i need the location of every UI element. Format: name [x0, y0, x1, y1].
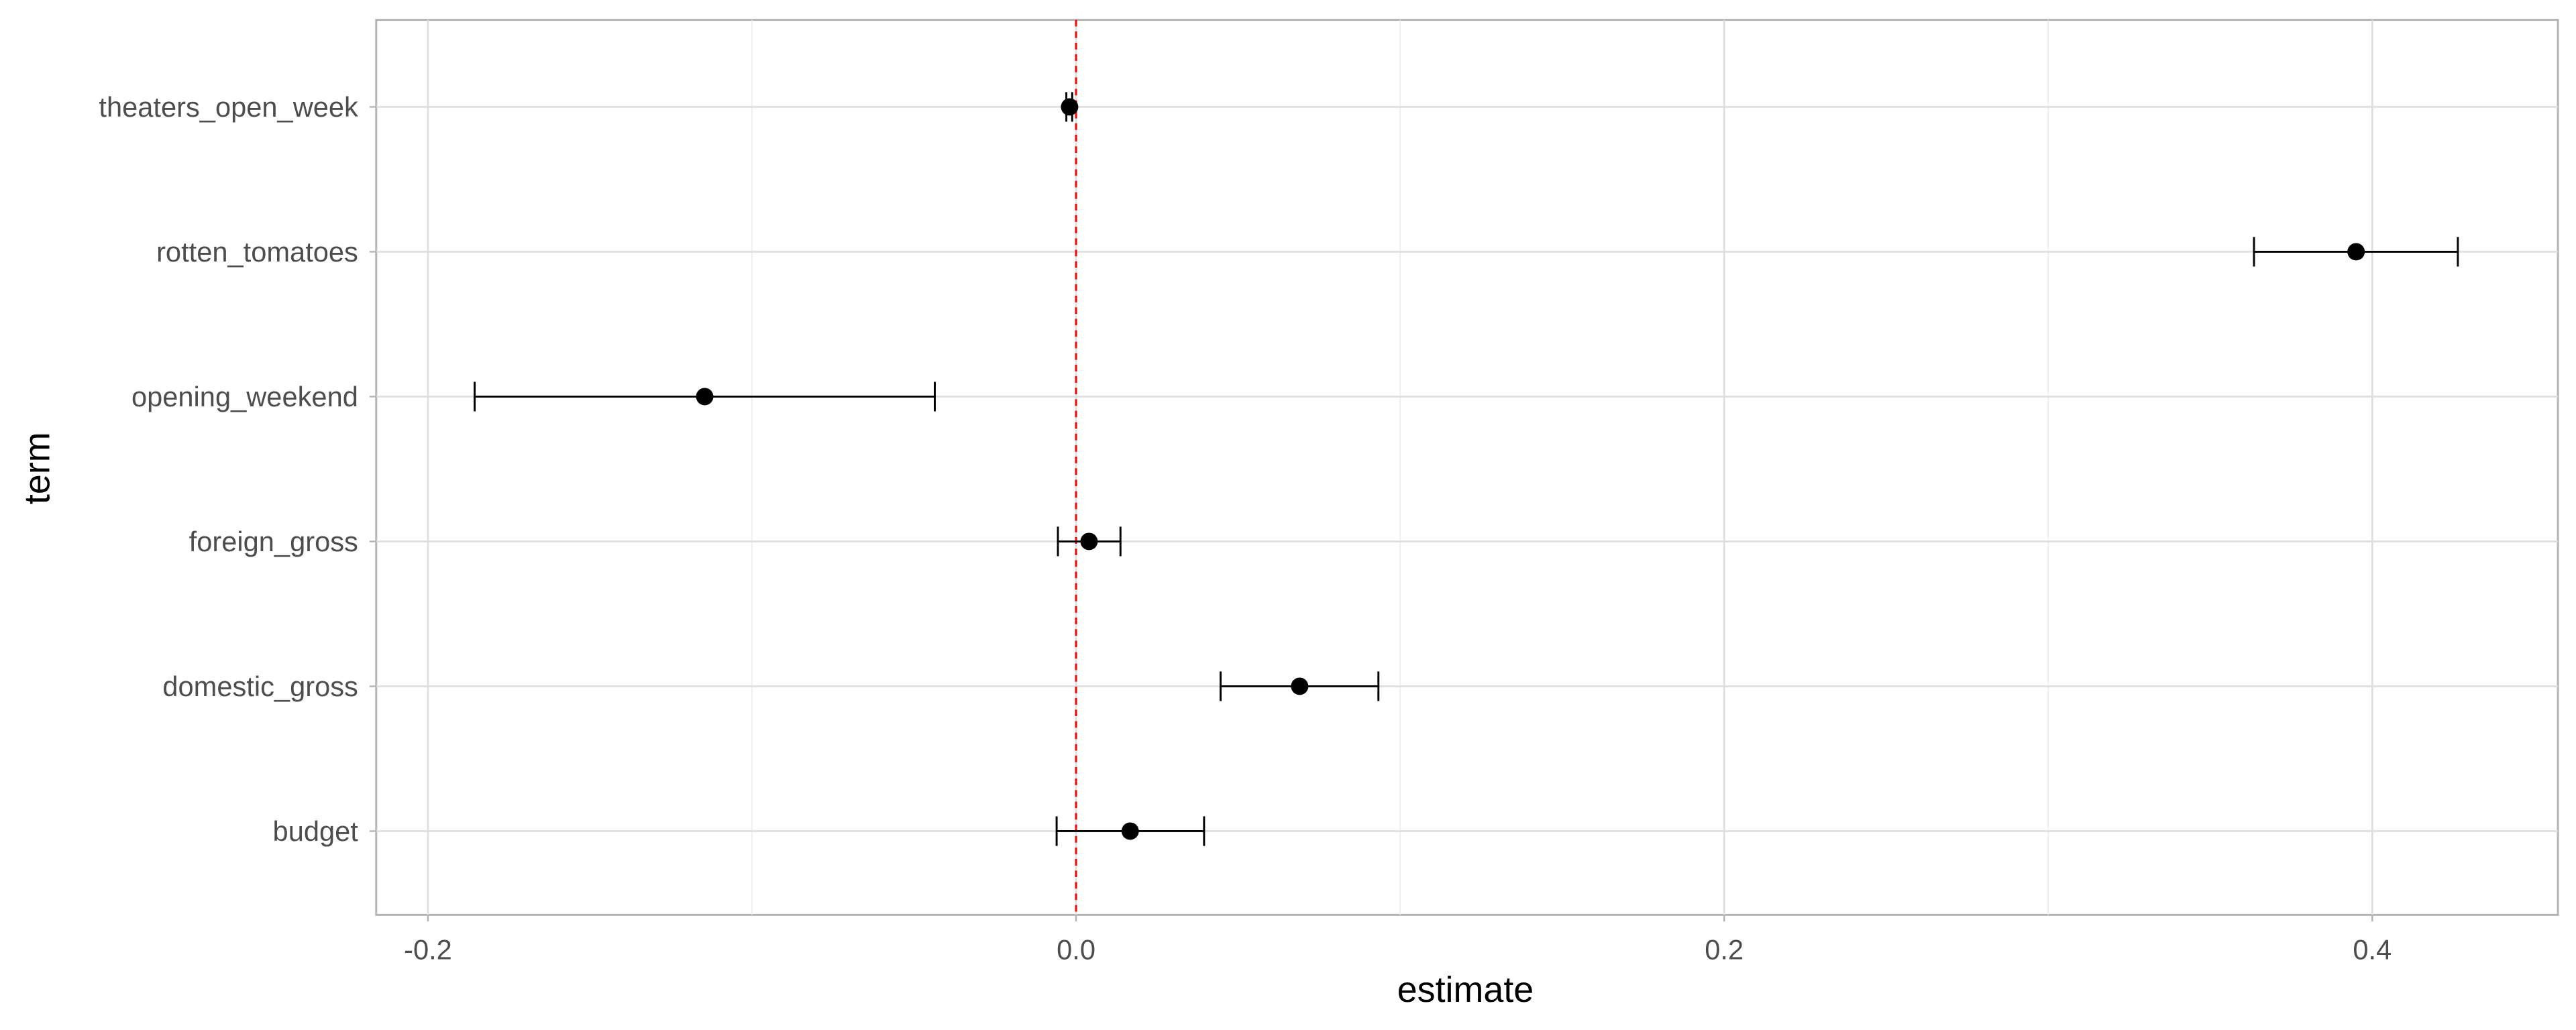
estimate-point: [2347, 243, 2365, 261]
y-tick-label: opening_weekend: [131, 381, 358, 412]
y-tick-label: domestic_gross: [162, 671, 358, 702]
estimate-point: [1061, 98, 1079, 116]
estimate-point: [1121, 822, 1139, 840]
y-tick-label: theaters_open_week: [99, 91, 358, 123]
estimate-point: [1080, 532, 1098, 551]
x-tick-label: 0.4: [2353, 933, 2392, 965]
x-tick-label: 0.0: [1057, 933, 1095, 965]
estimate-point: [696, 388, 714, 406]
y-tick-label: foreign_gross: [189, 526, 358, 557]
estimate-point: [1291, 677, 1309, 695]
y-axis-title: term: [17, 432, 57, 504]
x-axis-title: estimate: [1397, 970, 1534, 1010]
plot-panel: [375, 19, 2559, 916]
x-tick-label: 0.2: [1705, 933, 1743, 965]
y-tick-label: rotten_tomatoes: [156, 236, 358, 268]
y-tick-label: budget: [273, 815, 359, 847]
x-tick-label: -0.2: [404, 933, 452, 965]
